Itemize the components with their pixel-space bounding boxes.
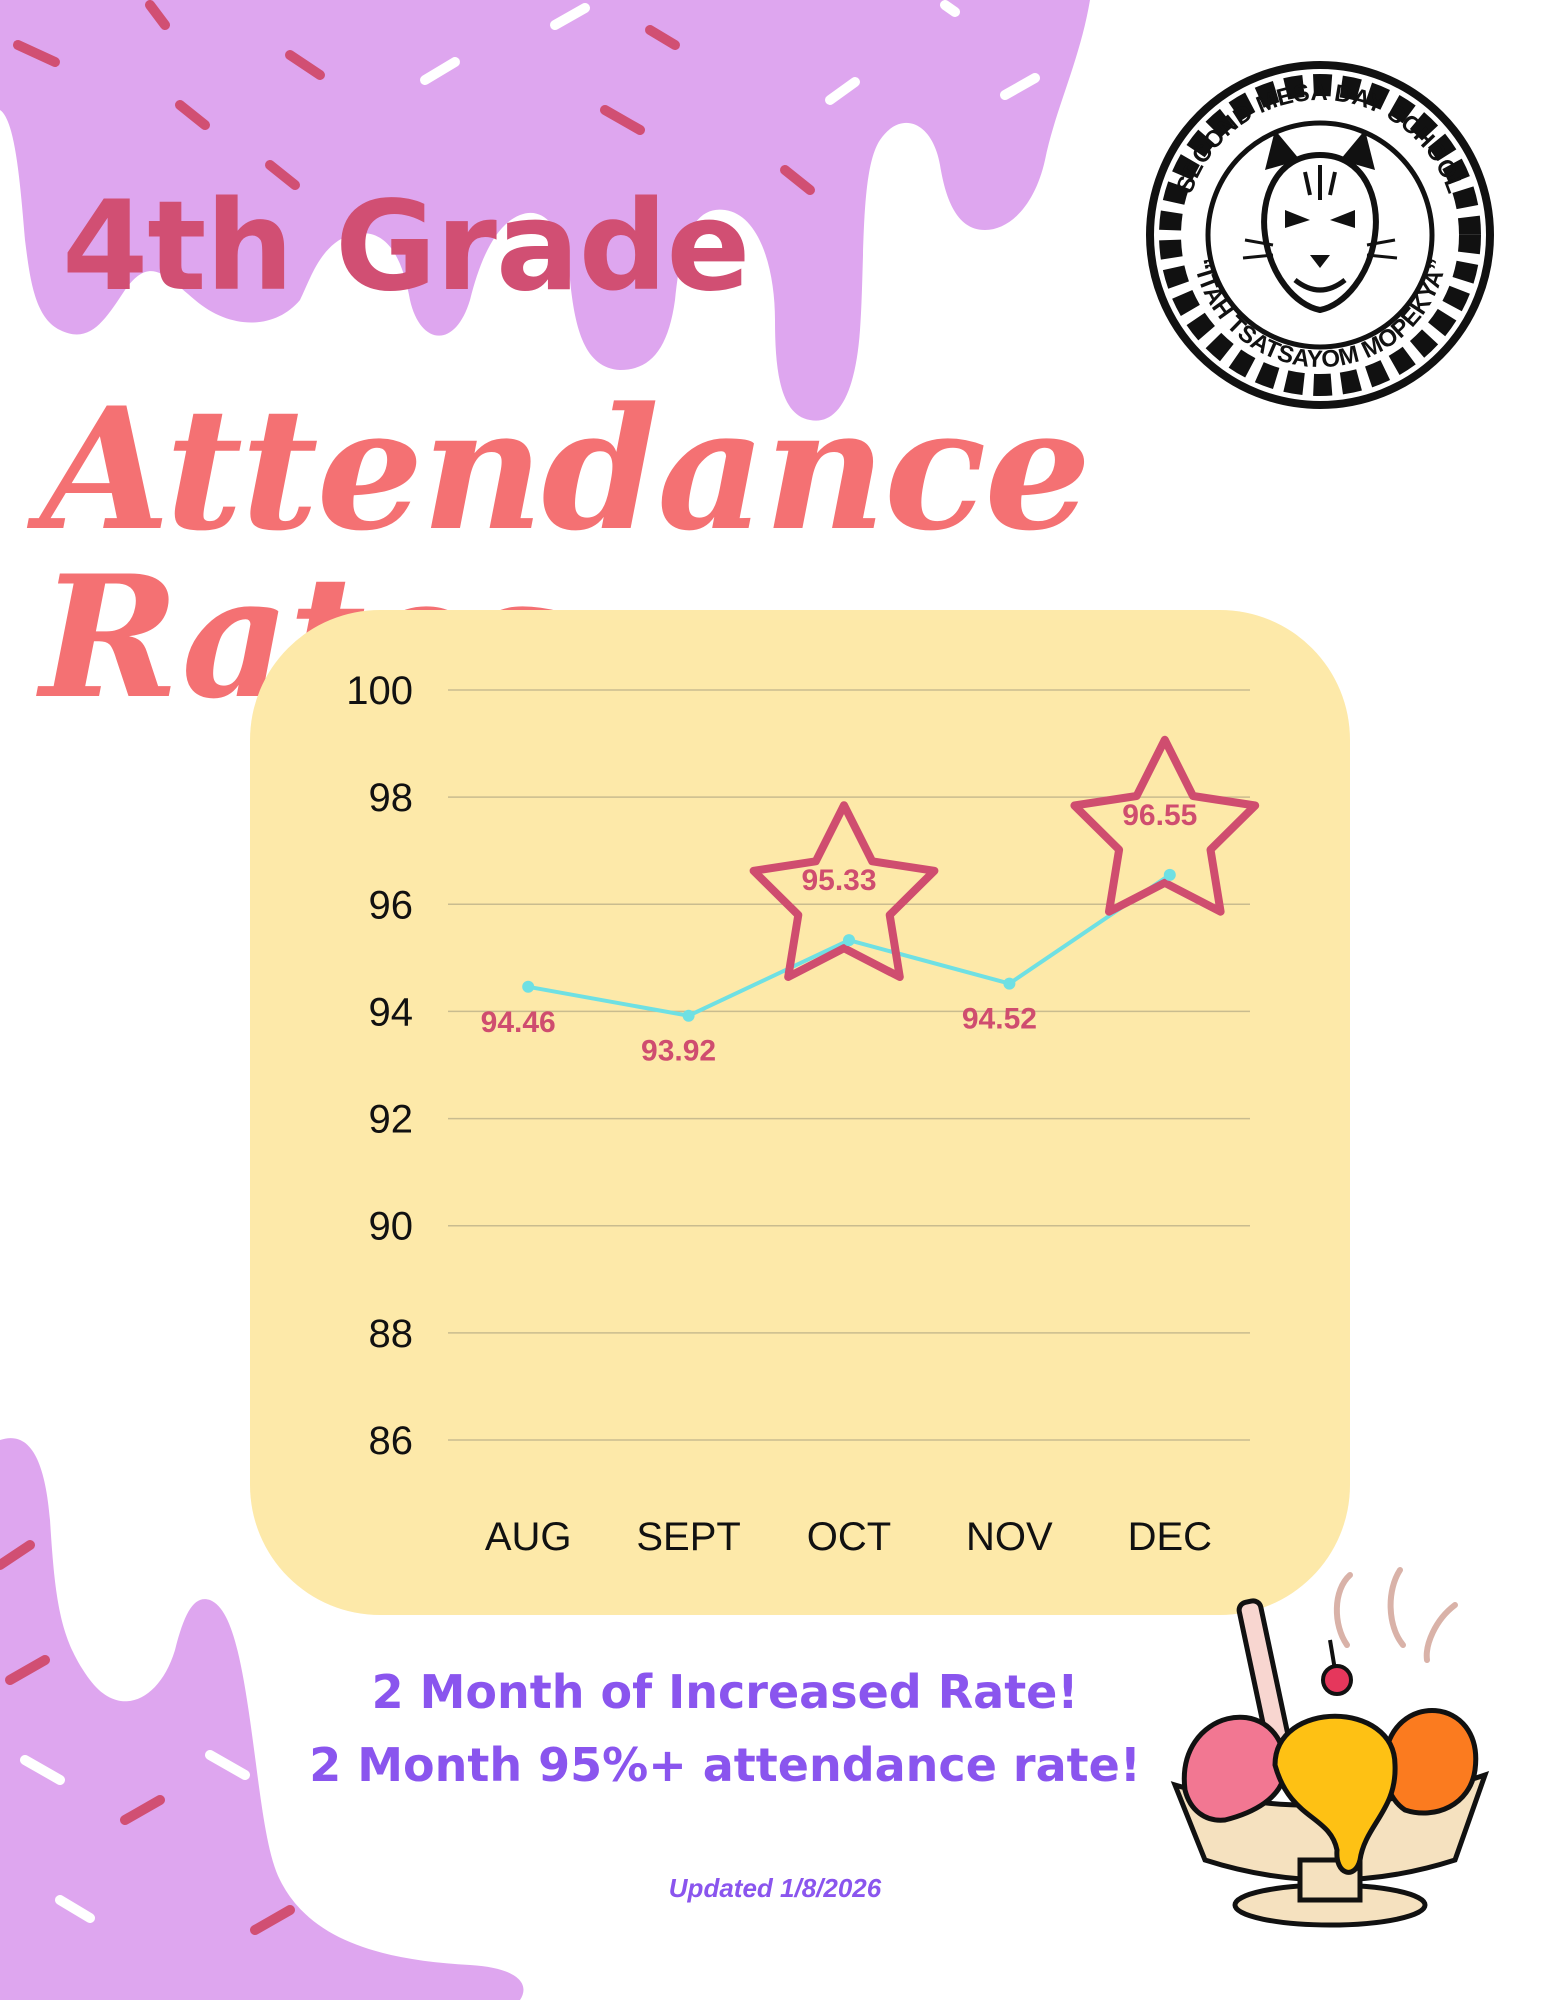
sprinkle bbox=[825, 77, 860, 105]
highlight-star-oct bbox=[749, 801, 939, 981]
updated-date: Updated 1/8/2026 bbox=[668, 1873, 882, 1903]
ice-cream-sundae-icon bbox=[1170, 1567, 1490, 1928]
x-tick-label-oct: OCT bbox=[807, 1515, 891, 1559]
data-label-sept: 93.92 bbox=[641, 1035, 716, 1068]
data-point-nov bbox=[1003, 977, 1016, 990]
data-point-aug bbox=[522, 980, 535, 993]
sprinkle bbox=[5, 1655, 50, 1685]
sprinkle bbox=[600, 105, 645, 135]
data-label-nov: 94.52 bbox=[962, 1003, 1037, 1036]
y-tick-label: 90 bbox=[369, 1205, 414, 1249]
x-tick-label-nov: NOV bbox=[966, 1515, 1053, 1559]
message-95-attendance: 2 Month 95%+ attendance rate! bbox=[309, 1738, 1141, 1792]
sprinkle bbox=[265, 160, 300, 190]
y-tick-label: 96 bbox=[369, 883, 414, 927]
school-logo: SECOND MESA DAY SCHOOL “ITAH TSATSAYOM M… bbox=[1146, 61, 1494, 409]
message-increased-rate: 2 Month of Increased Rate! bbox=[371, 1665, 1079, 1719]
data-label-aug: 94.46 bbox=[481, 1006, 556, 1039]
sprinkle bbox=[145, 0, 170, 30]
sprinkle bbox=[250, 1905, 295, 1935]
data-point-sept bbox=[682, 1009, 695, 1022]
attendance-line-chart: 100 98 96 94 92 90 88 86 AUG SEPT OCT NOV DEC 94.46 93… bbox=[346, 669, 1260, 1559]
y-tick-label: 92 bbox=[369, 1098, 414, 1142]
data-point-dec bbox=[1163, 868, 1176, 881]
sprinkle bbox=[20, 1755, 65, 1785]
sprinkle bbox=[205, 1750, 250, 1780]
top-drip-shape bbox=[0, 0, 1090, 421]
highlight-star-dec bbox=[1070, 735, 1260, 916]
sprinkles bbox=[0, 0, 1040, 1935]
y-tick-label: 100 bbox=[346, 669, 413, 713]
bottom-drip-shape bbox=[0, 1438, 524, 2000]
sprinkle bbox=[420, 57, 460, 85]
sprinkle bbox=[175, 100, 210, 130]
sprinkle bbox=[120, 1795, 165, 1825]
sprinkle bbox=[940, 0, 960, 17]
x-tick-label-sept: SEPT bbox=[636, 1515, 740, 1559]
sprinkle bbox=[780, 165, 815, 195]
sprinkle bbox=[285, 50, 325, 80]
y-tick-label: 86 bbox=[369, 1419, 414, 1463]
data-label-oct: 95.33 bbox=[801, 864, 876, 897]
y-tick-label: 88 bbox=[369, 1312, 414, 1356]
sprinkle bbox=[0, 1540, 35, 1570]
sprinkle bbox=[1000, 73, 1040, 100]
chart-card: 100 98 96 94 92 90 88 86 AUG SEPT OCT NOV DEC 94.46 93… bbox=[250, 610, 1350, 1615]
y-tick-label: 94 bbox=[369, 990, 414, 1034]
title-grade: 4th Grade bbox=[62, 175, 750, 319]
sprinkle bbox=[13, 40, 60, 67]
y-tick-label: 98 bbox=[369, 776, 414, 820]
sprinkle bbox=[55, 1895, 95, 1923]
x-tick-label-aug: AUG bbox=[485, 1515, 572, 1559]
bobcat-emblem-icon bbox=[1242, 130, 1398, 314]
data-point-oct bbox=[843, 934, 855, 947]
x-tick-label-dec: DEC bbox=[1128, 1515, 1212, 1559]
sprinkle bbox=[645, 25, 680, 50]
data-label-dec: 96.55 bbox=[1122, 799, 1197, 832]
sprinkle bbox=[550, 3, 590, 30]
